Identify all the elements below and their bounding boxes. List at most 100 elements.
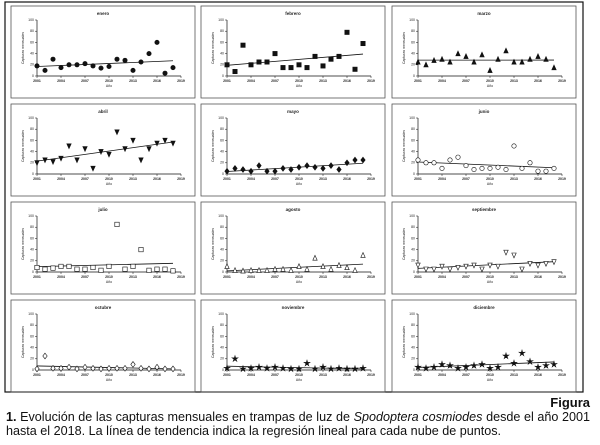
point (447, 266, 453, 273)
point (114, 56, 120, 62)
point (248, 266, 254, 273)
point (495, 263, 501, 270)
x-tick-label: 2001 (223, 177, 231, 181)
point (543, 261, 549, 267)
panel-title: octubre (95, 305, 112, 310)
x-tick-label: 2004 (438, 275, 446, 279)
point (154, 363, 160, 371)
point (280, 165, 286, 172)
x-tick-label: 2007 (462, 79, 470, 83)
point (336, 261, 342, 268)
x-tick-label: 2019 (177, 275, 185, 279)
x-tick-label: 2013 (510, 177, 518, 181)
y-tick-label: 80 (220, 323, 224, 327)
y-tick-label: 40 (30, 52, 34, 56)
point (344, 159, 350, 167)
point (422, 364, 430, 372)
point (487, 165, 493, 171)
point (122, 57, 128, 63)
point (248, 167, 254, 175)
point (503, 47, 509, 54)
point (138, 364, 144, 372)
point (138, 247, 144, 253)
x-tick-label: 2019 (558, 275, 566, 279)
panel-title: septiembre (472, 207, 497, 212)
x-tick-label: 2016 (534, 79, 542, 83)
point (359, 364, 367, 372)
point (58, 263, 64, 269)
point (311, 364, 319, 373)
y-tick-label: 0 (32, 74, 34, 78)
panel: julio 0 20 40 60 80 100 2001 2004 2007 2010 2013 201… (10, 201, 196, 295)
y-tick-label: 20 (411, 63, 415, 67)
point (146, 365, 152, 373)
point (320, 263, 326, 269)
point (106, 151, 112, 158)
point (74, 365, 80, 373)
y-tick-label: 80 (220, 225, 224, 229)
point (74, 157, 80, 164)
x-tick-label: 2016 (153, 177, 161, 181)
y-axis-label: Capturas mensuales (402, 326, 406, 358)
x-tick-label: 2004 (57, 79, 65, 83)
point (487, 67, 493, 73)
x-tick-label: 2010 (295, 373, 303, 377)
point (106, 63, 112, 69)
x-tick-label: 2013 (319, 177, 327, 181)
point (526, 357, 534, 365)
x-tick-label: 2013 (129, 373, 137, 377)
point (256, 266, 262, 273)
x-tick-label: 2007 (81, 275, 89, 279)
y-tick-label: 60 (411, 138, 415, 142)
point (430, 363, 438, 371)
point (66, 363, 72, 371)
point (272, 51, 278, 57)
y-axis-label: Capturas mensuales (211, 130, 215, 162)
y-tick-label: 100 (409, 18, 415, 22)
point (279, 364, 287, 372)
panel-title: diciembre (473, 305, 495, 310)
point (455, 265, 461, 271)
point (288, 166, 294, 173)
x-axis-label: Año (296, 280, 302, 284)
caption-part: Evolución de las capturas mensuales en t… (16, 410, 354, 424)
x-tick-label: 2013 (129, 275, 137, 279)
panel-frame (200, 201, 386, 295)
point (42, 266, 48, 272)
point (471, 58, 477, 65)
y-tick-label: 40 (30, 248, 34, 252)
x-tick-label: 2016 (343, 275, 351, 279)
point (519, 58, 525, 65)
point (42, 157, 48, 164)
trend-line (36, 141, 174, 162)
point (535, 262, 541, 269)
point (304, 265, 310, 272)
panel: enero 0 20 40 60 80 100 2001 2004 2007 2010 2013 201… (10, 5, 196, 99)
panel: noviembre 0 20 40 60 80 100 2001 2004 2007 2010 201… (200, 299, 386, 393)
y-tick-label: 20 (220, 63, 224, 67)
point (455, 50, 461, 57)
point (312, 163, 318, 171)
point (439, 165, 445, 171)
point (478, 360, 486, 368)
point (503, 249, 509, 256)
point (114, 221, 120, 227)
point (162, 137, 168, 144)
point (551, 165, 557, 171)
x-tick-label: 2001 (414, 177, 422, 181)
caption-text: 1. Evolución de las capturas mensuales e… (6, 410, 590, 438)
y-tick-label: 80 (30, 29, 34, 33)
panel-title: enero (97, 11, 110, 16)
y-tick-label: 0 (32, 270, 34, 274)
point (447, 58, 453, 65)
x-tick-label: 2019 (367, 177, 375, 181)
y-tick-label: 40 (220, 248, 224, 252)
point (527, 160, 533, 166)
x-tick-label: 2013 (319, 79, 327, 83)
x-tick-label: 2007 (81, 79, 89, 83)
x-tick-label: 2004 (438, 373, 446, 377)
y-tick-label: 0 (222, 270, 224, 274)
x-tick-label: 2004 (57, 177, 65, 181)
point (320, 165, 326, 172)
point (543, 55, 549, 62)
